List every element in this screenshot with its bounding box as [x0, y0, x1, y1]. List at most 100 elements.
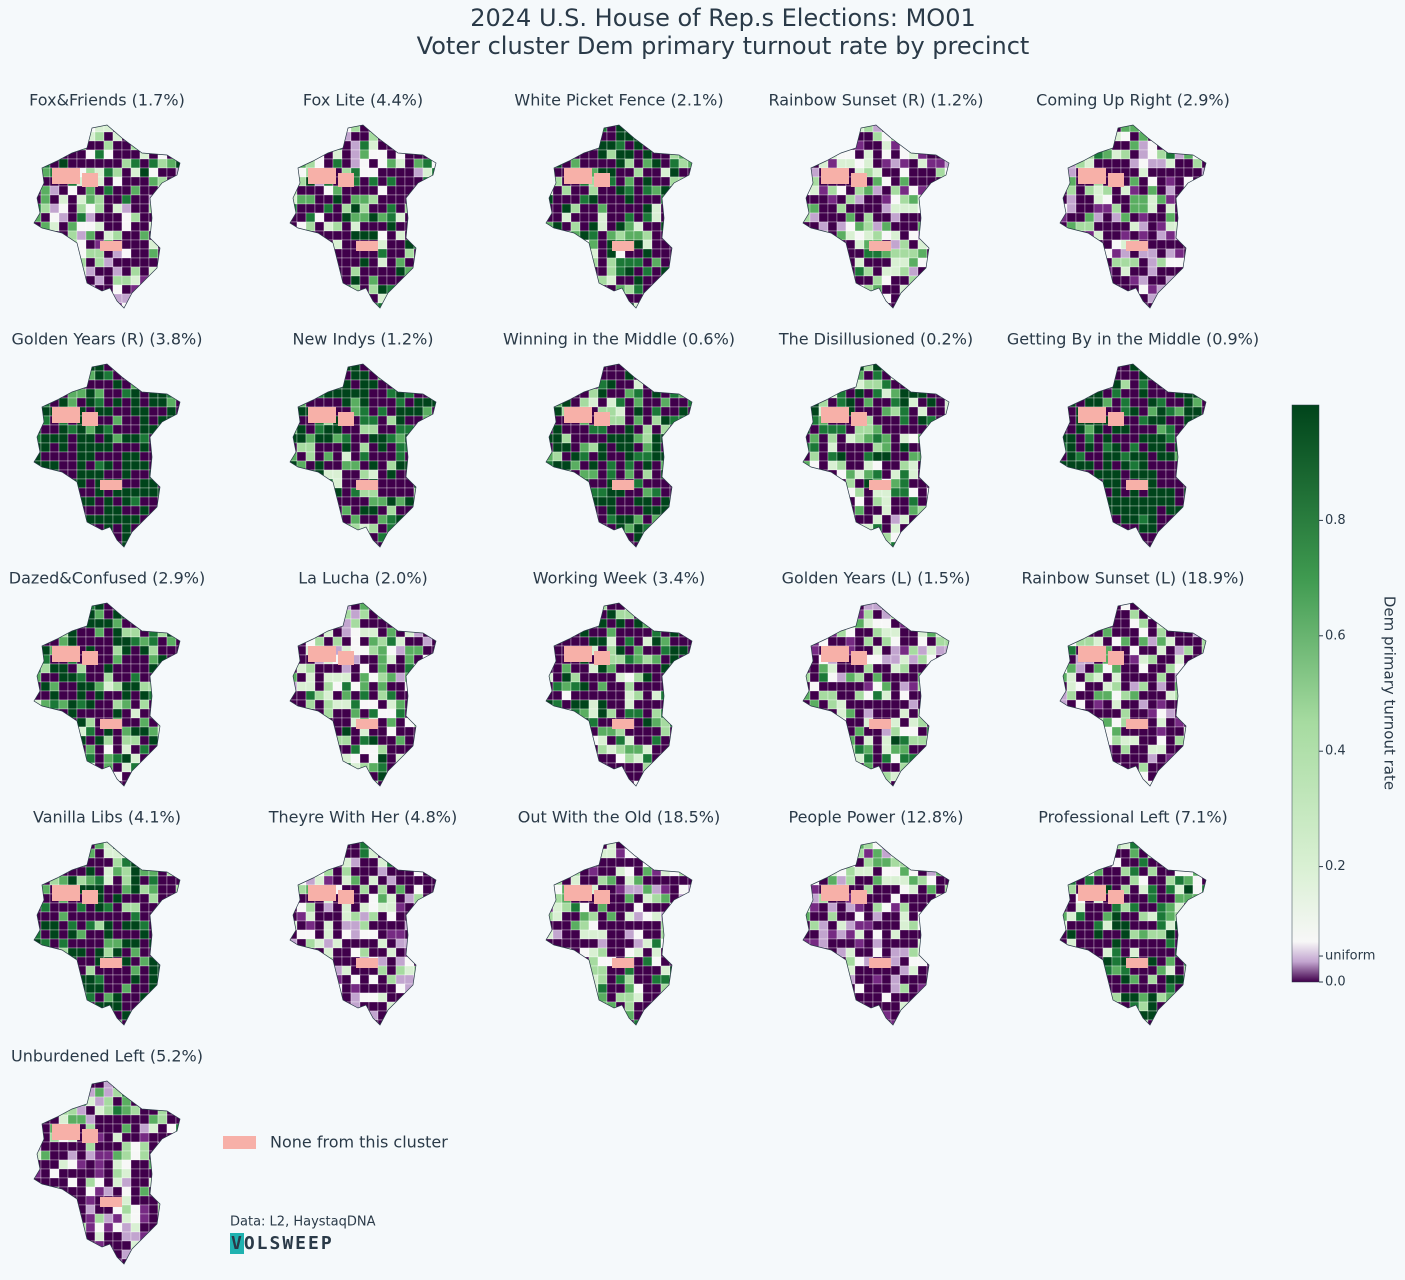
precinct: [395, 505, 406, 516]
precinct: [1129, 302, 1140, 308]
precinct: [359, 663, 370, 674]
map: [1059, 363, 1207, 548]
precinct: [881, 654, 892, 665]
precinct: [67, 125, 78, 133]
precinct: [633, 469, 644, 480]
precinct: [422, 771, 433, 782]
precinct: [34, 487, 42, 498]
precinct: [395, 681, 406, 692]
precinct: [803, 266, 811, 277]
precinct: [588, 762, 599, 773]
precinct: [350, 212, 361, 223]
precinct: [40, 717, 51, 728]
precinct: [1066, 478, 1077, 489]
precinct: [350, 609, 361, 620]
precinct: [395, 735, 406, 746]
precinct: [112, 364, 123, 372]
precinct: [1102, 397, 1113, 408]
precinct: [570, 185, 581, 196]
precinct: [40, 149, 51, 160]
precinct: [1201, 487, 1206, 498]
precinct: [687, 514, 692, 525]
precinct: [157, 257, 168, 268]
precinct: [854, 699, 865, 710]
precinct: [678, 442, 689, 453]
precinct: [332, 424, 343, 435]
precinct: [332, 663, 343, 674]
precinct: [431, 753, 436, 764]
precinct: [175, 433, 180, 444]
precinct: [431, 370, 436, 381]
precinct: [67, 717, 78, 728]
precinct: [404, 221, 415, 232]
precinct: [112, 167, 123, 178]
precinct: [678, 603, 689, 611]
precinct: [386, 735, 397, 746]
precinct: [290, 167, 298, 178]
precinct: [139, 618, 150, 629]
precinct: [1075, 370, 1086, 381]
precinct: [606, 131, 617, 142]
precinct: [818, 627, 829, 638]
precinct: [40, 212, 51, 223]
precinct: [890, 487, 901, 498]
precinct: [597, 388, 608, 399]
precinct: [377, 618, 388, 629]
precinct: [944, 442, 949, 453]
precinct: [130, 505, 141, 516]
precinct: [49, 478, 60, 489]
precinct: [561, 496, 572, 507]
precinct: [359, 708, 370, 719]
precinct: [103, 636, 114, 647]
precinct: [323, 364, 334, 372]
precinct: [67, 370, 78, 381]
panel-title: Winning in the Middle (0.6%): [503, 330, 735, 349]
precinct: [58, 603, 69, 611]
precinct: [359, 672, 370, 683]
precinct: [624, 618, 635, 629]
precinct: [570, 248, 581, 259]
precinct: [332, 496, 343, 507]
precinct: [935, 523, 946, 534]
precinct: [139, 415, 150, 426]
precinct: [872, 167, 883, 178]
precinct: [323, 762, 334, 773]
precinct: [836, 370, 847, 381]
precinct: [944, 636, 949, 647]
precinct: [314, 487, 325, 498]
precinct: [139, 663, 150, 674]
precinct: [552, 541, 563, 547]
precinct: [139, 717, 150, 728]
precinct: [58, 460, 69, 471]
precinct: [1093, 523, 1104, 534]
precinct: [552, 275, 563, 286]
precinct: [34, 469, 42, 480]
precinct: [130, 690, 141, 701]
precinct: [166, 663, 177, 674]
precinct: [642, 603, 653, 611]
precinct: [552, 125, 563, 133]
precinct: [166, 212, 177, 223]
precinct: [651, 167, 662, 178]
precinct: [431, 717, 436, 728]
precinct: [1060, 194, 1068, 205]
precinct: [103, 451, 114, 462]
precinct: [377, 514, 388, 525]
precinct: [1084, 460, 1095, 471]
precinct: [552, 370, 563, 381]
precinct: [624, 203, 635, 214]
precinct: [917, 487, 928, 498]
precinct: [350, 221, 361, 232]
precinct: [809, 140, 820, 151]
precinct: [323, 699, 334, 710]
no-voters: [851, 173, 867, 187]
precinct: [1093, 293, 1104, 304]
precinct: [58, 753, 69, 764]
precinct: [67, 257, 78, 268]
precinct: [148, 379, 159, 390]
precinct: [377, 603, 388, 611]
precinct: [1165, 370, 1176, 381]
precinct: [359, 433, 370, 444]
precinct: [899, 541, 910, 547]
precinct: [94, 708, 105, 719]
